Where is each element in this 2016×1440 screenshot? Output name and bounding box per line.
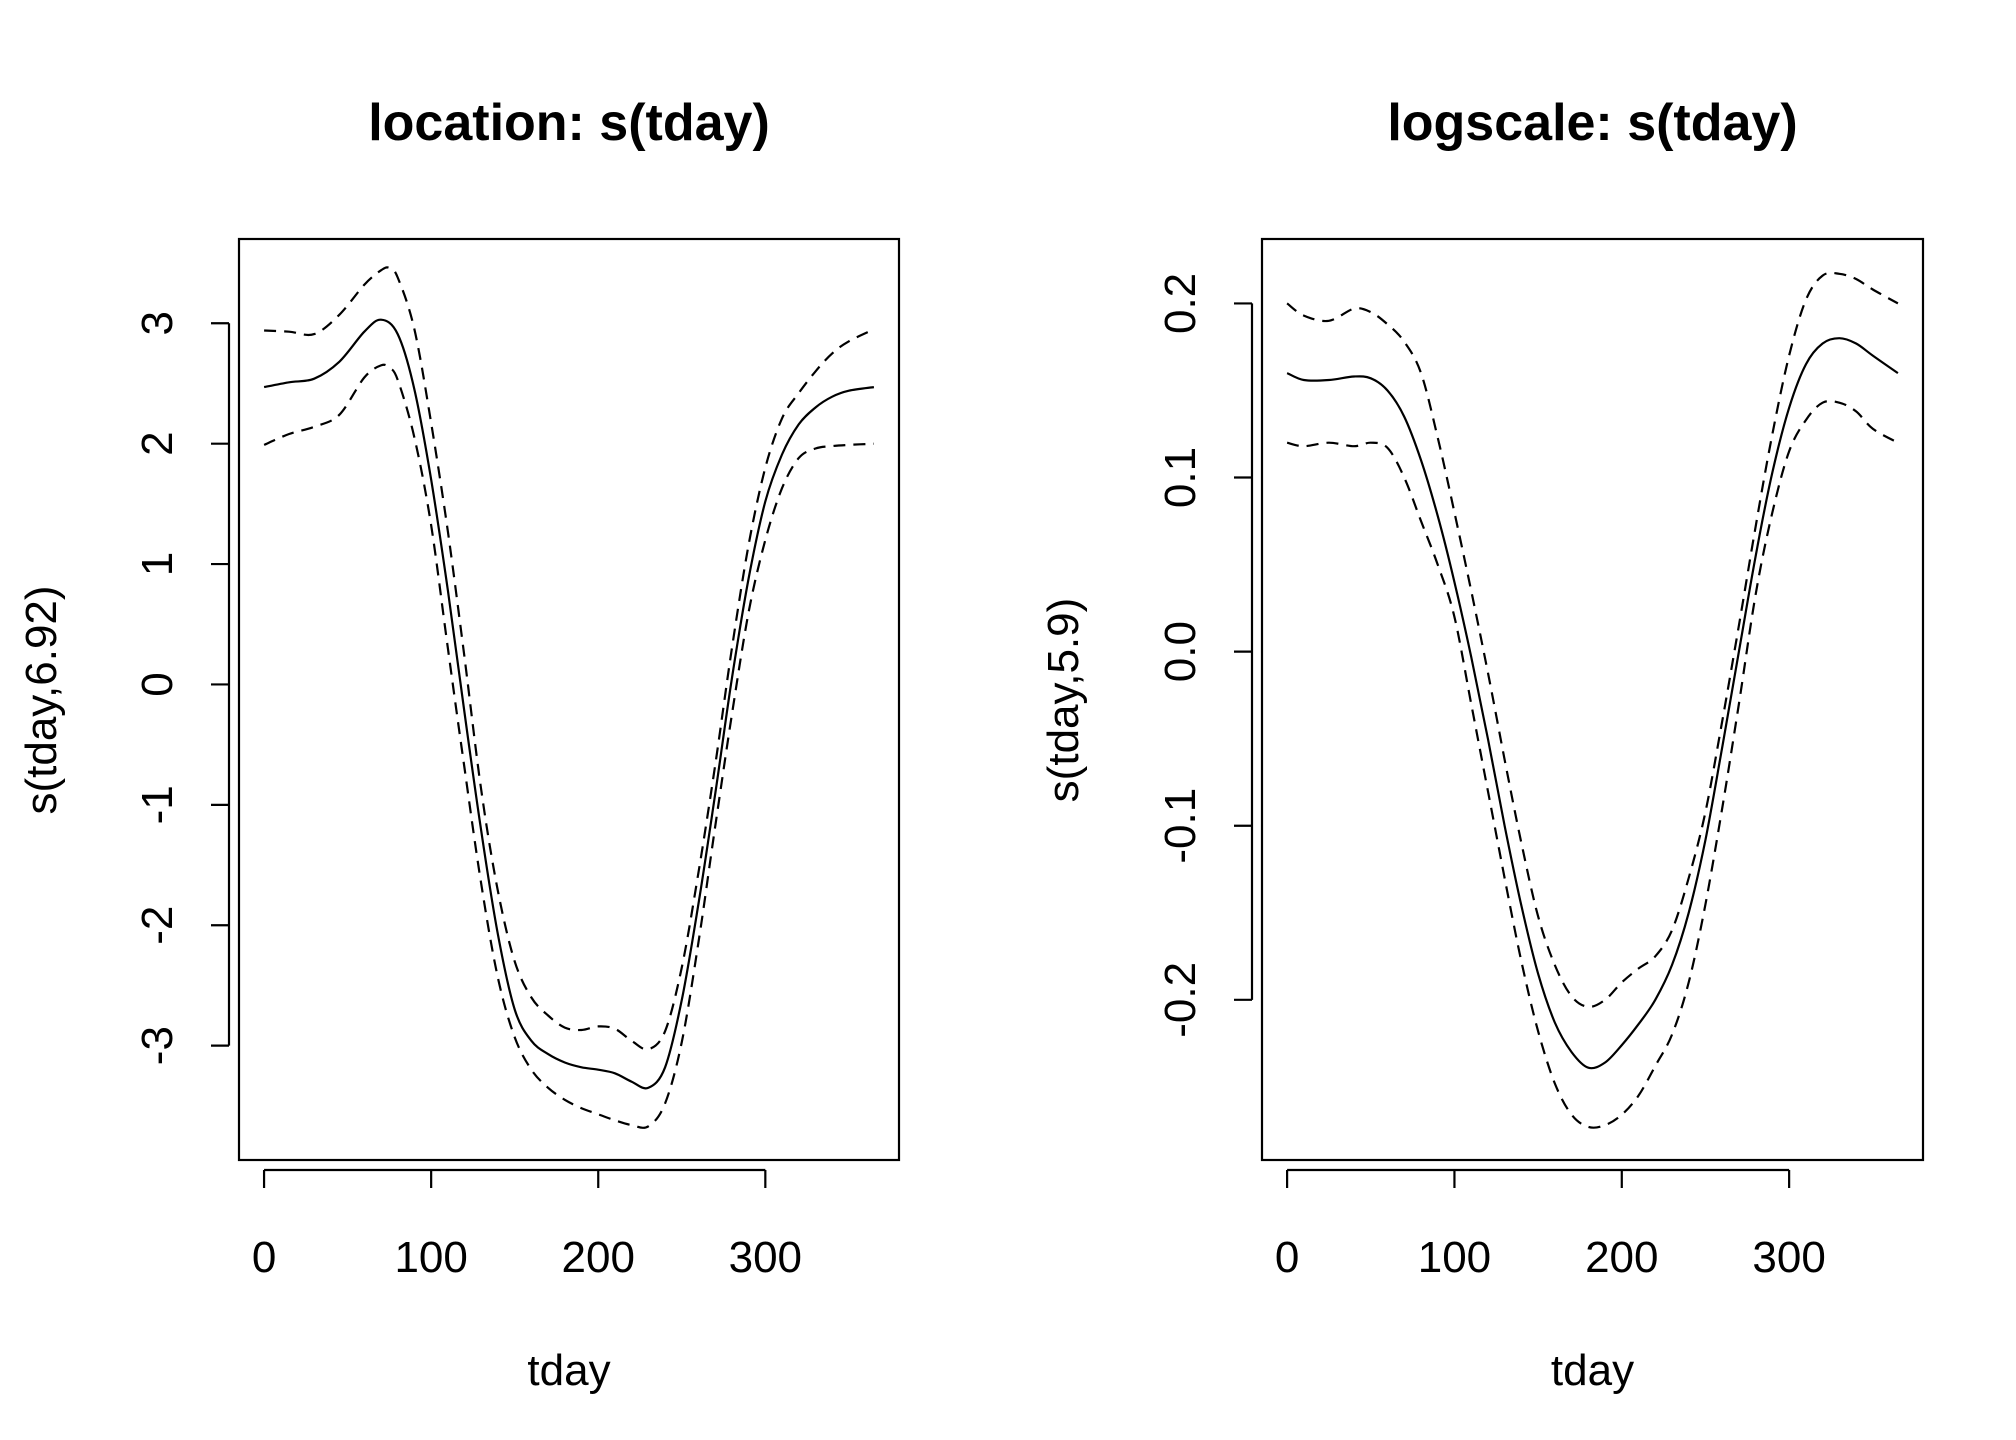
x-axis-label: tday [527,1346,610,1395]
y-axis-label: s(tday,6.92) [17,585,66,814]
x-tick-label: 300 [729,1233,802,1282]
x-axis-label: tday [1551,1346,1634,1395]
y-tick-label: -3 [133,1026,182,1065]
y-tick-label: 0 [133,672,182,696]
chart-panel-2: logscale: s(tday) 0 100 200 300 -0.2 -0.1 0.0 0.… [1039,94,1925,1395]
plot-frame [237,237,901,1162]
y-tick-label: -2 [133,906,182,945]
x-tick-label: 0 [1275,1233,1299,1282]
y-tick-label: -1 [133,785,182,824]
lower-band-line [263,363,874,1129]
x-tick-label: 0 [252,1233,276,1282]
smooth-estimate-line [263,318,875,1090]
smooth-estimate-line [1286,337,1899,1070]
x-tick-label: 100 [1418,1233,1491,1282]
x-tick-label: 200 [562,1233,635,1282]
y-tick-label: 0.0 [1156,621,1205,682]
y-tick-label: 0.2 [1156,273,1205,334]
chart-title: location: s(tday) [368,94,770,152]
y-tick-label: 0.1 [1156,447,1205,508]
y-tick-label: -0.2 [1156,962,1205,1038]
y-axis-label: s(tday,5.9) [1039,598,1088,803]
x-tick-label: 300 [1752,1233,1825,1282]
y-tick-label: 1 [133,552,182,576]
y-tick-label: -0.1 [1156,788,1205,864]
x-tick-label: 200 [1585,1233,1658,1282]
y-tick-label: 3 [133,311,182,335]
lower-band-line [1286,399,1899,1129]
upper-band-line [1286,271,1899,1008]
plot-frame [1260,237,1925,1162]
y-tick-label: 2 [133,431,182,455]
chart-panel-1: location: s(tday) 0 100 200 300 -3 -2 -1 0 1 2 3 tda… [17,94,901,1395]
chart-title: logscale: s(tday) [1387,94,1797,152]
x-tick-label: 100 [394,1233,467,1282]
upper-band-line [264,266,875,1051]
